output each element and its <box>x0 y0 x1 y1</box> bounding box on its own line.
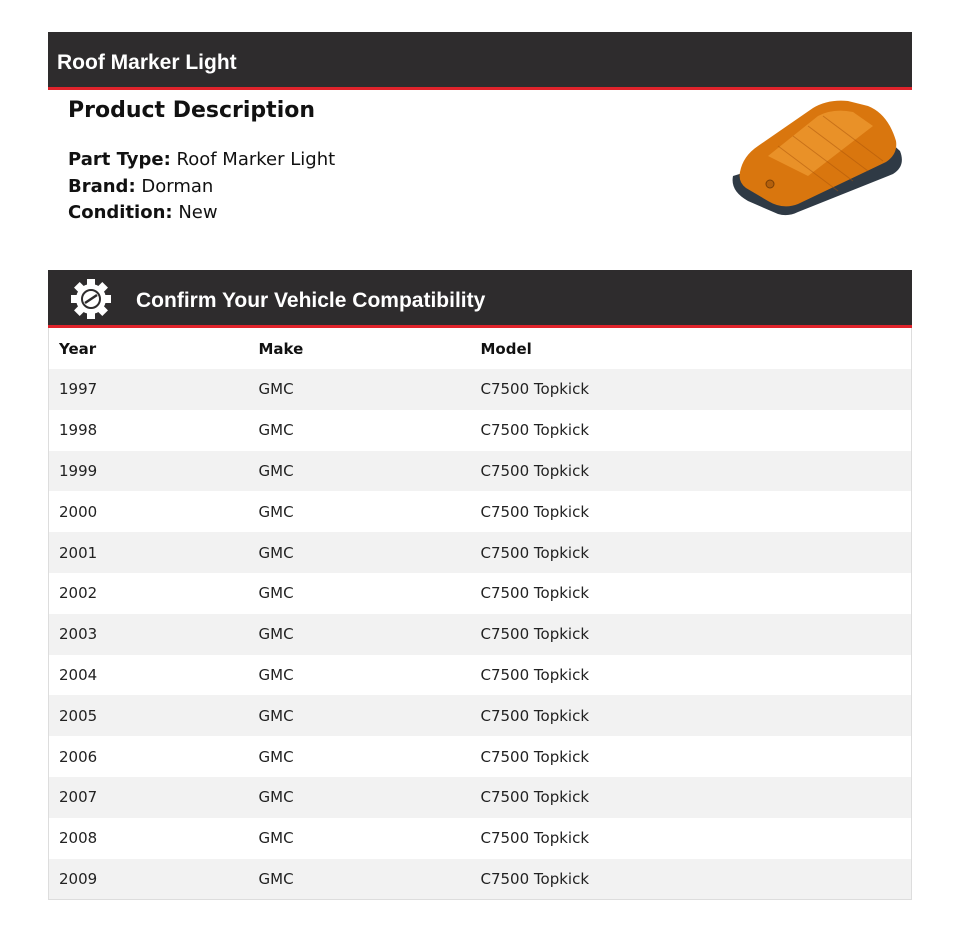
cell-year: 1997 <box>48 369 249 410</box>
column-year: Year <box>59 339 97 358</box>
table-row: 2003 GMC C7500 Topkick <box>48 613 912 655</box>
cell-year: 2009 <box>48 858 249 900</box>
cell-year: 1998 <box>59 421 98 440</box>
cell-model: C7500 Topkick <box>470 369 912 410</box>
cell-model: C7500 Topkick <box>480 747 590 766</box>
table-row: 2009 GMC C7500 Topkick <box>48 858 912 900</box>
column-make: Make <box>258 339 304 358</box>
cell-make: GMC <box>248 532 471 573</box>
cell-year: 2001 <box>48 532 249 573</box>
compatibility-table: Year Make Model 1997 GMC C7500 Topkick 1998… <box>48 328 912 900</box>
cell-make: GMC <box>258 584 294 603</box>
cell-make: GMC <box>258 421 294 440</box>
title-bar: Roof Marker Light <box>48 32 912 90</box>
cell-model: C7500 Topkick <box>480 502 590 521</box>
cell-make: GMC <box>248 369 471 410</box>
cell-make: GMC <box>248 695 471 737</box>
cell-make: GMC <box>248 776 471 818</box>
cell-year: 2006 <box>59 747 98 766</box>
cell-model: C7500 Topkick <box>480 421 590 440</box>
cell-year: 2008 <box>59 829 98 848</box>
compatibility-header: Confirm Your Vehicle Compatibility <box>48 270 912 328</box>
table-row: 2008 GMC C7500 Topkick <box>49 818 912 859</box>
cell-year: 2000 <box>59 502 98 521</box>
description-heading: Product Description <box>68 98 316 123</box>
table-row: 2005 GMC C7500 Topkick <box>48 695 912 737</box>
table-row: 1998 GMC C7500 Topkick <box>49 410 912 451</box>
table-row: 2007 GMC C7500 Topkick <box>48 776 912 818</box>
cell-model: C7500 Topkick <box>480 829 590 848</box>
part-type-row: Part Type: Roof Marker Light <box>68 149 336 170</box>
table-row: 2006 GMC C7500 Topkick <box>49 736 912 777</box>
table-row: 2004 GMC C7500 Topkick <box>49 655 912 696</box>
column-model: Model <box>480 339 532 358</box>
cell-model: C7500 Topkick <box>470 776 912 818</box>
compatibility-title: Confirm Your Vehicle Compatibility <box>136 289 486 312</box>
table-header-row: Year Make Model <box>49 328 912 369</box>
cell-make: GMC <box>258 829 294 848</box>
cell-year: 2005 <box>48 695 249 737</box>
table-row: 2001 GMC C7500 Topkick <box>48 532 912 573</box>
cell-year: 2003 <box>48 613 249 655</box>
table-row: 1999 GMC C7500 Topkick <box>48 450 912 492</box>
table-row: 2002 GMC C7500 Topkick <box>49 573 912 614</box>
cell-make: GMC <box>248 613 471 655</box>
brand-row: Brand: Dorman <box>68 175 214 197</box>
cell-model: C7500 Topkick <box>470 532 912 573</box>
cell-make: GMC <box>258 502 294 521</box>
table-row: 2000 GMC C7500 Topkick <box>49 491 912 532</box>
cell-model: C7500 Topkick <box>480 665 590 684</box>
cell-year: 2004 <box>59 665 98 684</box>
cell-model: C7500 Topkick <box>470 858 912 900</box>
gear-car-icon <box>71 279 111 319</box>
cell-year: 1999 <box>48 450 249 492</box>
cell-model: C7500 Topkick <box>470 695 912 737</box>
page-title: Roof Marker Light <box>57 51 237 74</box>
cell-make: GMC <box>258 747 294 766</box>
cell-year: 2002 <box>59 584 98 603</box>
cell-model: C7500 Topkick <box>480 584 590 603</box>
condition-row: Condition: New <box>68 202 218 223</box>
cell-make: GMC <box>248 858 471 900</box>
product-description: Product Description Part Type: Roof Mark… <box>68 98 335 227</box>
cell-model: C7500 Topkick <box>470 613 912 655</box>
cell-model: C7500 Topkick <box>470 450 912 492</box>
cell-make: GMC <box>248 450 471 492</box>
table-row: 1997 GMC C7500 Topkick <box>48 369 912 410</box>
cell-make: GMC <box>258 665 294 684</box>
cell-year: 2007 <box>48 776 249 818</box>
product-image <box>732 100 902 216</box>
